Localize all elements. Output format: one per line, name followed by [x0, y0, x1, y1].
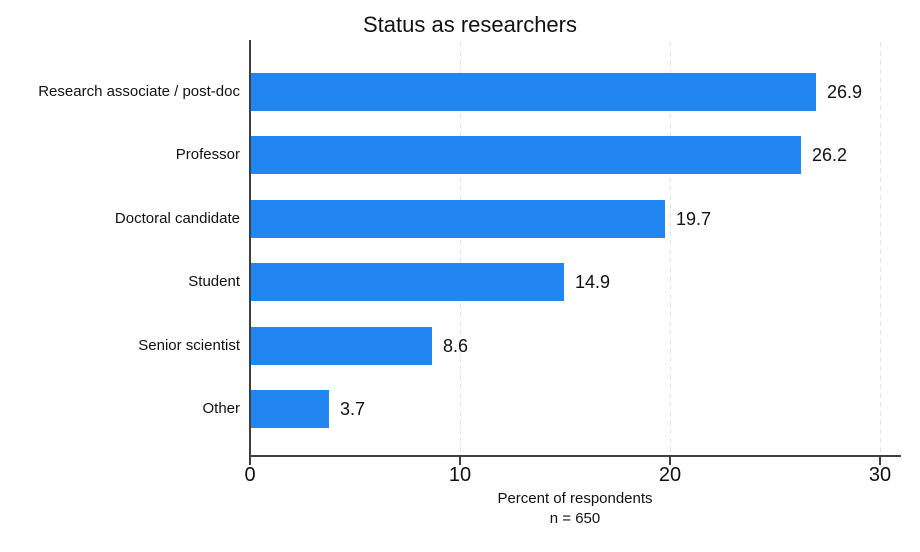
category-label: Senior scientist [138, 337, 240, 354]
value-label: 14.9 [575, 272, 611, 292]
gridline [460, 42, 461, 454]
bar [251, 327, 432, 365]
category-label: Research associate / post-doc [38, 83, 240, 100]
value-label: 3.7 [340, 399, 366, 419]
x-tick-label: 0 [244, 464, 256, 486]
x-axis-tick [879, 457, 881, 465]
x-tick-label: 30 [868, 464, 892, 486]
category-label: Doctoral candidate [114, 210, 240, 227]
gridline [670, 42, 671, 454]
y-axis-line [249, 40, 251, 456]
value-label: 26.2 [812, 145, 848, 165]
chart-title: Status as researchers [363, 12, 577, 37]
bar [251, 73, 816, 111]
bar [251, 263, 564, 301]
bar [251, 136, 801, 174]
x-axis-label: Percent of respondents [497, 490, 653, 507]
bar [251, 200, 665, 238]
value-label: 19.7 [676, 209, 712, 229]
x-tick-label: 20 [658, 464, 682, 486]
x-axis-tick [669, 457, 671, 465]
sample-size-note: n = 650 [549, 510, 601, 527]
value-label: 26.9 [827, 82, 863, 102]
x-axis-tick [459, 457, 461, 465]
gridline [880, 42, 881, 454]
x-tick-label: 10 [448, 464, 472, 486]
category-label: Student [188, 273, 240, 290]
x-axis-tick [249, 457, 251, 465]
bar [251, 390, 329, 428]
category-label: Professor [175, 146, 240, 163]
value-label: 8.6 [443, 336, 469, 356]
category-label: Other [202, 400, 240, 417]
x-axis-line [249, 455, 901, 457]
